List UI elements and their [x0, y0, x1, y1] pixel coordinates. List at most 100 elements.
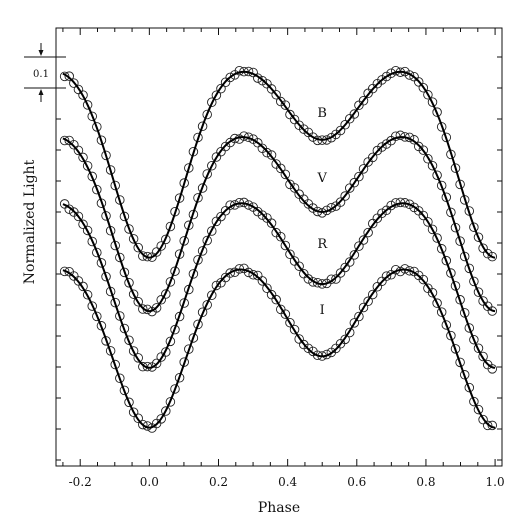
x-tick-label: 0.0: [140, 475, 159, 489]
observation-point: [469, 334, 479, 345]
observation-point: [423, 154, 433, 164]
observation-point: [207, 226, 217, 236]
observation-point: [418, 145, 429, 155]
observation-point: [427, 287, 438, 298]
observation-point: [156, 414, 166, 424]
x-tick-label: 1.0: [486, 475, 505, 489]
observation-point: [211, 280, 222, 291]
observation-point: [92, 122, 102, 132]
observation-point: [211, 90, 222, 101]
observation-point: [138, 304, 148, 314]
observation-point: [395, 130, 406, 141]
observation-points: [59, 66, 498, 433]
observation-point: [257, 276, 268, 286]
observation-point: [78, 90, 88, 100]
observation-point: [248, 269, 258, 280]
series-label-v: V: [317, 171, 328, 186]
axis-ticks: [56, 28, 502, 466]
observation-point: [92, 311, 102, 322]
observation-point: [156, 295, 166, 305]
observation-point: [239, 131, 249, 141]
observation-point: [473, 232, 484, 242]
scale-bar-label: 0.1: [33, 69, 49, 80]
observation-point: [262, 147, 272, 158]
observation-point: [119, 385, 130, 396]
observation-point: [202, 109, 212, 120]
observation-point: [216, 211, 226, 222]
observation-point: [317, 208, 327, 218]
observation-point: [225, 268, 235, 278]
x-tick-label: 0.4: [278, 475, 297, 489]
observation-point: [73, 145, 84, 156]
observation-point: [115, 311, 125, 321]
observation-point: [170, 384, 180, 394]
observation-point: [450, 344, 461, 354]
observation-point: [276, 231, 286, 242]
observation-point: [188, 269, 199, 279]
observation-point: [482, 248, 493, 259]
observation-point: [124, 397, 134, 408]
observation-point: [138, 419, 148, 430]
observation-point: [469, 396, 479, 407]
scale-bar: 0.1: [24, 43, 66, 102]
observation-point: [285, 317, 295, 328]
observation-point: [377, 142, 387, 152]
observation-point: [340, 334, 350, 345]
observation-point: [188, 333, 199, 343]
observation-point: [128, 407, 139, 418]
observation-point: [202, 235, 212, 246]
observation-point: [446, 268, 456, 278]
observation-point: [363, 296, 373, 307]
observation-point: [151, 358, 162, 369]
observation-point: [220, 206, 231, 216]
observation-point: [404, 266, 415, 276]
observation-point: [367, 152, 378, 163]
observation-point: [395, 197, 406, 208]
observation-point: [308, 277, 318, 287]
observation-point: [478, 414, 488, 425]
observation-point: [464, 382, 475, 393]
observation-point: [124, 278, 134, 288]
series-label-r: R: [317, 237, 328, 252]
observation-point: [446, 330, 456, 341]
observation-point: [344, 327, 355, 338]
observation-point: [487, 364, 498, 374]
observation-point: [432, 233, 442, 243]
observation-point: [115, 252, 125, 263]
observation-point: [133, 413, 143, 424]
observation-point: [266, 150, 277, 160]
observation-point: [257, 210, 268, 220]
observation-point: [133, 353, 143, 363]
observation-point: [404, 70, 415, 80]
observation-point: [110, 297, 120, 308]
observation-point: [482, 420, 493, 431]
observation-point: [436, 180, 447, 191]
observation-point: [418, 210, 429, 221]
observation-point: [225, 72, 235, 83]
observation-point: [446, 207, 456, 218]
x-tick-label: -0.2: [69, 475, 92, 489]
observation-point: [73, 211, 84, 222]
observation-point: [266, 84, 277, 94]
observation-point: [487, 306, 498, 316]
observation-point: [358, 95, 369, 106]
observation-point: [344, 257, 355, 267]
observation-point: [473, 287, 484, 297]
observation-point: [82, 161, 93, 171]
observation-point: [161, 347, 171, 357]
observation-point: [390, 66, 401, 76]
observation-point: [377, 208, 387, 219]
observation-point: [271, 90, 281, 100]
observation-point: [335, 268, 346, 278]
observation-point: [73, 84, 84, 95]
observation-point: [110, 359, 120, 370]
observation-point: [101, 271, 111, 282]
observation-point: [96, 321, 107, 331]
observation-point: [87, 301, 97, 311]
observation-point: [207, 290, 217, 301]
observation-point: [436, 307, 447, 317]
observation-point: [354, 311, 364, 322]
observation-point: [326, 274, 337, 285]
scale-bar-arrowhead-bottom: [38, 89, 44, 95]
observation-point: [303, 343, 314, 354]
